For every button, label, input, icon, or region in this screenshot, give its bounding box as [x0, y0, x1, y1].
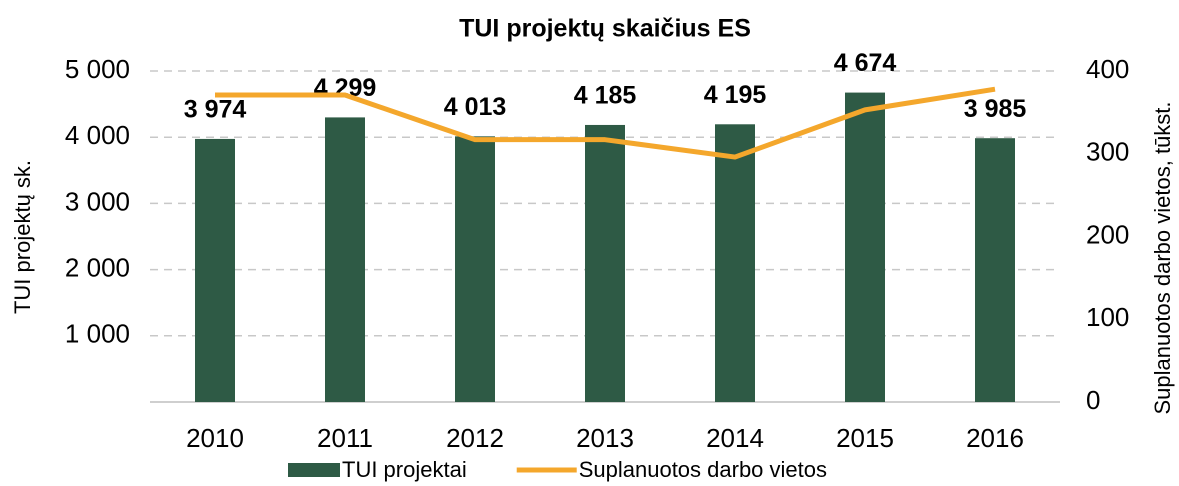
y2-tick-label: 100: [1086, 302, 1129, 332]
bar: [975, 138, 1015, 402]
bar: [715, 124, 755, 402]
y2-tick-label: 200: [1086, 219, 1129, 249]
x-tick-label: 2014: [706, 423, 764, 453]
legend-swatch: [288, 463, 340, 477]
bar: [845, 92, 885, 402]
y2-axis-title: Suplanuotos darbo vietos, tūkst.: [1150, 101, 1175, 414]
y-tick-label: 2 000: [65, 252, 130, 282]
y-axis-title: TUI projektų sk.: [10, 160, 35, 314]
y-tick-label: 3 000: [65, 186, 130, 216]
y2-tick-label: 400: [1086, 54, 1129, 84]
data-label: 4 299: [314, 74, 377, 102]
x-tick-label: 2011: [317, 423, 373, 453]
data-label: 4 195: [704, 81, 767, 109]
bar: [455, 136, 495, 402]
y2-tick-label: 0: [1086, 385, 1100, 415]
x-tick-label: 2016: [966, 423, 1024, 453]
legend-label: TUI projektai: [342, 457, 467, 482]
line: [215, 86, 996, 160]
bar: [325, 117, 365, 403]
x-tick-label: 2015: [836, 423, 894, 453]
y-tick-label: 4 000: [65, 120, 130, 150]
x-tick-label: 2012: [446, 423, 504, 453]
x-tick-label: 2010: [186, 423, 244, 453]
bar: [195, 138, 235, 402]
chart-title: TUI projektų skaičius ES: [459, 15, 751, 43]
data-label: 4 013: [444, 93, 507, 121]
y2-tick-label: 300: [1086, 137, 1129, 167]
y-tick-label: 5 000: [65, 54, 130, 84]
x-tick-label: 2013: [576, 423, 634, 453]
legend-label: Suplanuotos darbo vietos: [579, 457, 827, 482]
data-label: 4 185: [574, 82, 637, 110]
data-label: 4 674: [834, 49, 897, 77]
data-label: 3 985: [964, 95, 1027, 123]
y-tick-label: 1 000: [65, 319, 130, 349]
data-label: 3 974: [184, 96, 247, 124]
bar: [585, 124, 625, 402]
